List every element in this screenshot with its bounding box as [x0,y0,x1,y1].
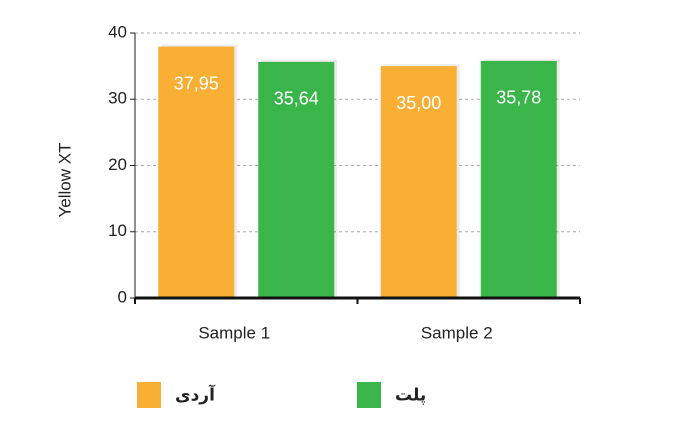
y-tick-label: 10 [108,221,127,240]
y-tick-label: 20 [108,155,127,174]
x-tick-label: Sample 1 [198,323,270,342]
value-label: 37,95 [174,73,219,93]
bar [380,66,457,298]
y-tick-label: 40 [108,22,127,41]
y-tick-label: 0 [118,287,127,306]
legend-swatch [137,382,161,408]
value-label: 35,00 [396,93,441,113]
bar [480,60,557,298]
x-tick-label: Sample 2 [421,323,493,342]
value-label: 35,78 [496,88,541,108]
y-tick-label: 30 [108,89,127,108]
bar [158,46,235,298]
legend-swatch [357,382,381,408]
y-axis-label: Yellow XT [55,143,74,218]
legend-label: آردی [175,383,216,404]
value-label: 35,64 [274,89,319,109]
bar [258,61,335,299]
legend-label: پلت [395,385,426,405]
